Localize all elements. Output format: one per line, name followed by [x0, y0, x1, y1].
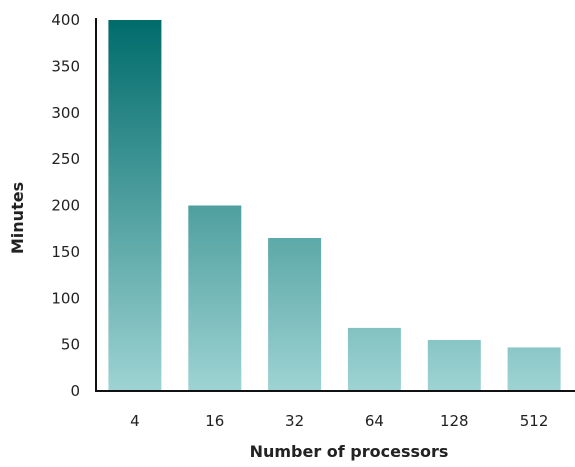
x-tick-label: 512 — [520, 412, 549, 430]
y-tick-label: 400 — [51, 11, 80, 29]
y-tick-label: 200 — [51, 197, 80, 215]
y-tick-label: 50 — [61, 336, 80, 354]
x-tick-label: 16 — [205, 412, 224, 430]
bar-64 — [347, 327, 401, 391]
bar-32 — [268, 238, 322, 391]
x-tick-label: 4 — [130, 412, 140, 430]
bar-512 — [507, 347, 561, 391]
y-tick-label: 300 — [51, 104, 80, 122]
bars — [108, 20, 561, 391]
y-tick-label: 350 — [51, 57, 80, 75]
x-tick-label: 64 — [365, 412, 384, 430]
bar-4 — [108, 20, 162, 391]
x-axis-title: Number of processors — [250, 442, 449, 461]
bar-16 — [188, 205, 242, 391]
y-tick-label: 0 — [70, 382, 80, 400]
y-tick-label: 100 — [51, 289, 80, 307]
bar-128 — [427, 340, 481, 391]
y-axis-ticks: 0 50 100 150 200 250 300 350 400 — [51, 11, 80, 400]
x-tick-label: 32 — [285, 412, 304, 430]
y-tick-label: 150 — [51, 243, 80, 261]
y-tick-label: 250 — [51, 150, 80, 168]
y-axis-title: Minutes — [8, 182, 27, 254]
x-tick-label: 128 — [440, 412, 469, 430]
x-axis-ticks: 4 16 32 64 128 512 — [130, 412, 548, 430]
